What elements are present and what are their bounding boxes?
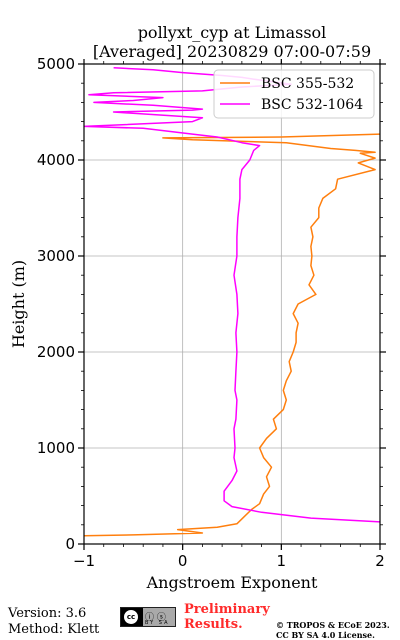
creative-commons-icon: cc <box>123 609 139 625</box>
x-tick-label: 0 <box>178 552 188 570</box>
preliminary-line-2: Results. <box>184 617 243 632</box>
legend: BSC 355-532 BSC 532-1064 <box>213 69 375 119</box>
legend-label-bsc-532-1064: BSC 532-1064 <box>261 97 363 113</box>
series-line-bsc-532-1064 <box>84 67 380 523</box>
series-layer <box>84 67 380 537</box>
copyright-notice: © TROPOS & ECoE 2023. CC BY SA 4.0 Licen… <box>276 620 390 640</box>
preliminary-results-notice: Preliminary Results. <box>184 602 270 632</box>
cc-by-sa-license-badge: cc ⓘ ⓢ BY SA <box>120 607 176 627</box>
chart-title-line-2: [Averaged] 20230829 07:00-07:59 <box>93 42 371 61</box>
x-tick-label: −1 <box>73 552 95 570</box>
preliminary-line-1: Preliminary <box>184 602 270 617</box>
y-tick-label: 0 <box>65 535 75 553</box>
y-tick-label: 1000 <box>37 439 75 457</box>
plot-frame <box>83 63 381 545</box>
series-line-bsc-355-532 <box>84 133 380 537</box>
y-axis-label: Height (m) <box>9 260 28 348</box>
copyright-line-2: CC BY SA 4.0 License. <box>276 630 375 640</box>
chart-title-line-1: pollyxt_cyp at Limassol <box>138 23 327 42</box>
version-text: Version: 3.6 <box>8 606 87 621</box>
legend-label-bsc-355-532: BSC 355-532 <box>261 76 354 92</box>
chart-svg: pollyxt_cyp at Limassol [Averaged] 20230… <box>9 23 386 592</box>
y-tick-label: 2000 <box>37 343 75 361</box>
license-badge-text: BY SA <box>145 620 170 626</box>
footer-info: Version: 3.6 Method: Klett <box>8 606 99 638</box>
y-tick-label: 3000 <box>37 247 75 265</box>
y-tick-label: 5000 <box>37 55 75 73</box>
x-axis-label: Angstroem Exponent <box>146 573 318 592</box>
copyright-line-1: © TROPOS & ECoE 2023. <box>276 620 390 630</box>
y-tick-label: 4000 <box>37 151 75 169</box>
legend-box <box>213 69 375 119</box>
x-tick-label: 2 <box>375 552 385 570</box>
attribution-sharealike-icons: ⓘ ⓢ <box>145 613 166 623</box>
x-tick-label: 1 <box>277 552 287 570</box>
method-text: Method: Klett <box>8 622 100 637</box>
